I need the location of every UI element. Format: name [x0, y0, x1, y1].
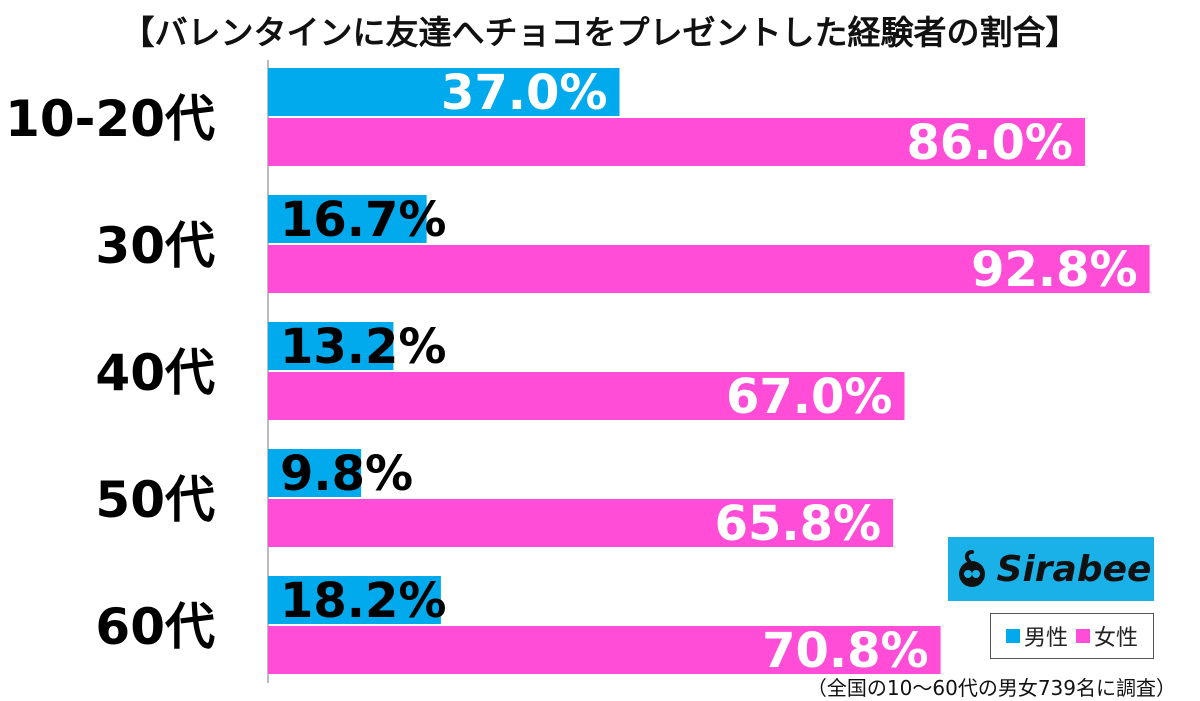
value-label-male: 16.7% [280, 192, 447, 248]
legend-swatch-male [1005, 629, 1020, 643]
bar-female [268, 499, 894, 547]
value-label-male: 18.2% [280, 573, 447, 629]
category-label: 60代 [95, 598, 215, 656]
category-label: 50代 [95, 471, 215, 529]
bar-male [268, 449, 362, 497]
value-label-female: 70.8% [762, 623, 929, 679]
bar-male [268, 68, 620, 116]
legend-item-female: 女性 [1076, 620, 1138, 652]
bar-female [268, 372, 905, 420]
sirabee-logo-icon [958, 550, 985, 587]
category-label: 40代 [95, 344, 215, 402]
category-label: 10-20代 [5, 90, 215, 148]
bar-male [268, 322, 394, 370]
bar-female [268, 626, 941, 674]
legend-label-male: 男性 [1023, 626, 1068, 651]
sirabee-logo: Sirabee [948, 537, 1154, 601]
value-label-female: 92.8% [971, 242, 1138, 298]
category-label: 30代 [95, 217, 215, 275]
bar-female [268, 245, 1150, 293]
bar-female [268, 118, 1085, 166]
value-label-male: 13.2% [280, 319, 447, 375]
value-label-female: 67.0% [726, 369, 893, 425]
chart-title: 【バレンタインに友達へチョコをプレゼントした経験者の割合】 [121, 13, 1079, 52]
bar-male [268, 195, 427, 243]
footnote: （全国の10～60代の男女739名に調査） [806, 676, 1176, 700]
sirabee-logo-text: Sirabee [996, 548, 1152, 590]
value-label-female: 65.8% [715, 496, 882, 552]
legend-item-male: 男性 [1005, 620, 1068, 652]
bar-male [268, 576, 441, 624]
legend-swatch-female [1076, 629, 1090, 643]
value-label-male: 9.8% [280, 446, 413, 502]
value-label-female: 86.0% [906, 115, 1073, 171]
legend-label-female: 女性 [1094, 626, 1139, 651]
value-label-male: 37.0% [441, 65, 608, 121]
legend: 男性 女性 [990, 613, 1154, 659]
